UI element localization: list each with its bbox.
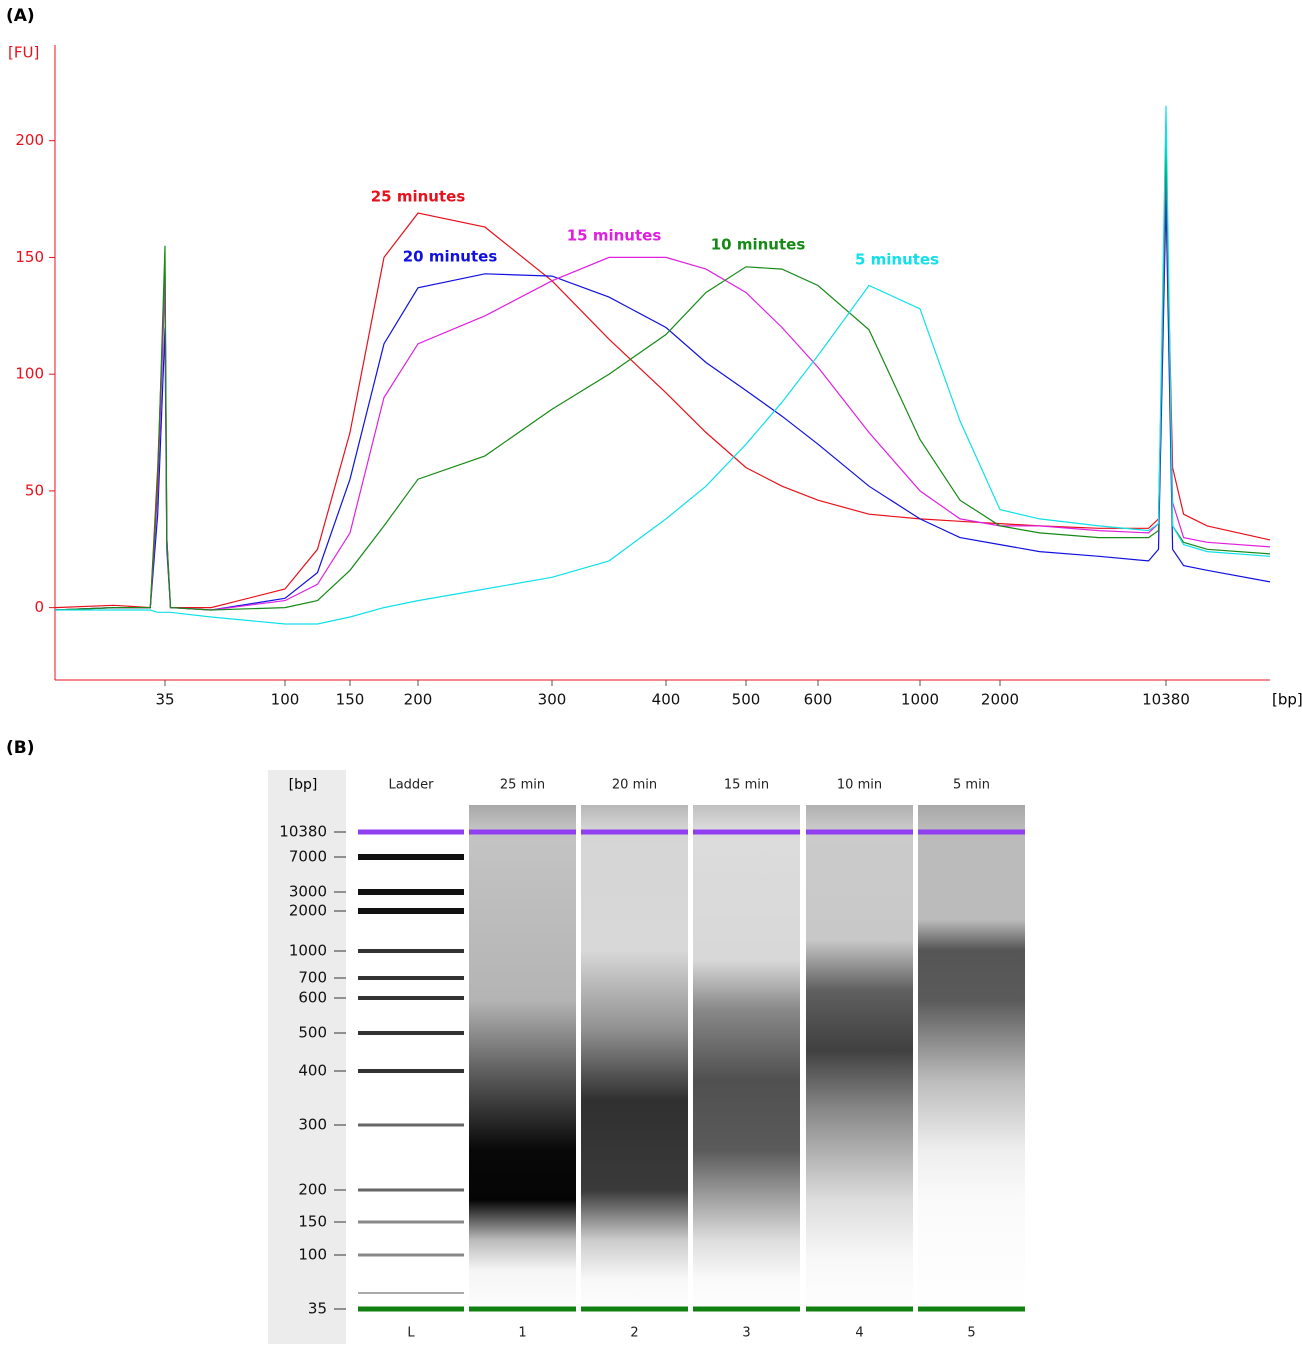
y-tick-label: 150: [298, 1213, 327, 1231]
ladder-band: [358, 908, 464, 914]
ladder-band: [358, 949, 464, 953]
y-tick-label: 200: [15, 131, 44, 149]
gel-lane: [469, 805, 576, 1320]
gel-scale-panel: [268, 770, 346, 1344]
series-label: 25 minutes: [371, 188, 466, 206]
y-tick-label: 3000: [289, 883, 327, 901]
ladder-band: [358, 976, 464, 980]
x-tick-label: 150: [336, 691, 365, 709]
lane-number: 4: [855, 1326, 863, 1341]
gel-lane: [806, 805, 913, 1320]
lane-number: 5: [967, 1326, 975, 1341]
x-tick-label: 1000: [901, 691, 939, 709]
lane-number: 2: [630, 1326, 638, 1341]
x-tick-label: 300: [538, 691, 567, 709]
lower-marker: [918, 1306, 1025, 1312]
y-tick-label: 2000: [289, 902, 327, 920]
upper-marker: [469, 829, 576, 835]
y-tick-label: 400: [298, 1062, 327, 1080]
lane-title: 10 min: [837, 778, 882, 793]
ladder-band: [358, 889, 464, 895]
series-line: [54, 140, 1271, 611]
upper-marker: [806, 829, 913, 835]
x-tick-label: 400: [652, 691, 681, 709]
series-label: 10 minutes: [711, 236, 806, 254]
lower-marker: [469, 1306, 576, 1312]
series-label: 15 minutes: [567, 227, 662, 245]
lower-marker: [806, 1306, 913, 1312]
ladder-band: [358, 1031, 464, 1035]
lower-marker: [358, 1306, 464, 1312]
upper-marker: [693, 829, 800, 835]
upper-marker: [358, 829, 464, 835]
ladder-band: [358, 1188, 464, 1192]
upper-marker: [918, 829, 1025, 835]
y-tick-label: 10380: [279, 823, 327, 841]
series-label: 5 minutes: [855, 251, 939, 269]
gel-lane: [918, 805, 1025, 1320]
series-label: 20 minutes: [403, 248, 498, 266]
y-tick-label: 7000: [289, 848, 327, 866]
y-axis-label: [FU]: [8, 44, 39, 62]
ladder-band: [358, 1220, 464, 1224]
x-tick-label: 100: [271, 691, 300, 709]
lane-title: 15 min: [724, 778, 769, 793]
y-tick-label: 150: [15, 248, 44, 266]
ladder-band: [358, 1253, 464, 1257]
y-tick-label: 50: [25, 481, 44, 499]
y-tick-label: 100: [298, 1246, 327, 1264]
lower-marker: [693, 1306, 800, 1312]
gel-lane: [693, 805, 800, 1320]
y-tick-label: 35: [308, 1300, 327, 1318]
x-tick-label: 35: [155, 691, 174, 709]
y-tick-label: 500: [298, 1024, 327, 1042]
lane-title: Ladder: [388, 778, 434, 793]
lane-title: 20 min: [612, 778, 657, 793]
series-line: [54, 175, 1271, 609]
gel-axis-label: [bp]: [289, 777, 318, 793]
series-line: [54, 199, 1271, 611]
lower-marker: [581, 1306, 688, 1312]
x-tick-label: 500: [732, 691, 761, 709]
ladder-band: [358, 1292, 464, 1294]
lane-title: 25 min: [500, 778, 545, 793]
gel-lane: [581, 805, 688, 1320]
x-tick-label: 2000: [981, 691, 1019, 709]
y-tick-label: 300: [298, 1116, 327, 1134]
x-tick-label: 600: [804, 691, 833, 709]
ladder-band: [358, 854, 464, 860]
x-axis-label: [bp]: [1272, 691, 1302, 709]
x-tick-label: 10380: [1142, 691, 1190, 709]
x-tick-label: 200: [404, 691, 433, 709]
upper-marker: [581, 829, 688, 835]
lane-number: 1: [518, 1326, 526, 1341]
y-tick-label: 1000: [289, 942, 327, 960]
panel-label: (B): [6, 738, 35, 758]
y-tick-label: 600: [298, 989, 327, 1007]
ladder-band: [358, 1123, 464, 1127]
y-tick-label: 100: [15, 365, 44, 383]
series-line: [54, 164, 1271, 611]
lane-number: L: [407, 1326, 415, 1341]
y-tick-label: 700: [298, 969, 327, 987]
y-tick-label: 0: [34, 598, 44, 616]
ladder-band: [358, 1069, 464, 1073]
lane-title: 5 min: [953, 778, 990, 793]
series-line: [55, 105, 1271, 625]
lane-number: 3: [742, 1326, 750, 1341]
panel-label: (A): [6, 6, 35, 26]
ladder-band: [358, 996, 464, 1000]
y-tick-label: 200: [298, 1181, 327, 1199]
